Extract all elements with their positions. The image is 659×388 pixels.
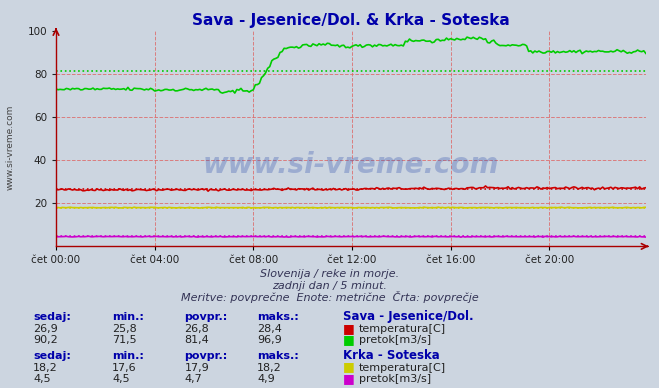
Title: Sava - Jesenice/Dol. & Krka - Soteska: Sava - Jesenice/Dol. & Krka - Soteska [192,14,510,28]
Text: povpr.:: povpr.: [185,351,228,361]
Text: Sava - Jesenice/Dol.: Sava - Jesenice/Dol. [343,310,473,323]
Text: min.:: min.: [112,351,144,361]
Text: 18,2: 18,2 [33,362,58,372]
Text: zadnji dan / 5 minut.: zadnji dan / 5 minut. [272,281,387,291]
Text: pretok[m3/s]: pretok[m3/s] [359,374,431,384]
Text: www.si-vreme.com: www.si-vreme.com [203,151,499,178]
Text: 71,5: 71,5 [112,335,136,345]
Text: 4,5: 4,5 [33,374,51,384]
Text: 81,4: 81,4 [185,335,210,345]
Text: 4,7: 4,7 [185,374,202,384]
Text: temperatura[C]: temperatura[C] [359,362,446,372]
Text: 17,6: 17,6 [112,362,136,372]
Text: maks.:: maks.: [257,351,299,361]
Text: sedaj:: sedaj: [33,351,71,361]
Text: sedaj:: sedaj: [33,312,71,322]
Text: 90,2: 90,2 [33,335,58,345]
Text: ■: ■ [343,360,355,374]
Text: povpr.:: povpr.: [185,312,228,322]
Text: 96,9: 96,9 [257,335,282,345]
Text: ■: ■ [343,372,355,385]
Text: ■: ■ [343,322,355,335]
Text: 25,8: 25,8 [112,324,137,334]
Text: min.:: min.: [112,312,144,322]
Text: 17,9: 17,9 [185,362,210,372]
Text: www.si-vreme.com: www.si-vreme.com [5,105,14,190]
Text: 18,2: 18,2 [257,362,282,372]
Text: 26,8: 26,8 [185,324,210,334]
Text: Slovenija / reke in morje.: Slovenija / reke in morje. [260,269,399,279]
Text: 28,4: 28,4 [257,324,282,334]
Text: ■: ■ [343,333,355,346]
Text: Meritve: povprečne  Enote: metrične  Črta: povprečje: Meritve: povprečne Enote: metrične Črta:… [181,291,478,303]
Text: temperatura[C]: temperatura[C] [359,324,446,334]
Text: 4,5: 4,5 [112,374,130,384]
Text: 26,9: 26,9 [33,324,58,334]
Text: maks.:: maks.: [257,312,299,322]
Text: 4,9: 4,9 [257,374,275,384]
Text: Krka - Soteska: Krka - Soteska [343,349,440,362]
Text: pretok[m3/s]: pretok[m3/s] [359,335,431,345]
